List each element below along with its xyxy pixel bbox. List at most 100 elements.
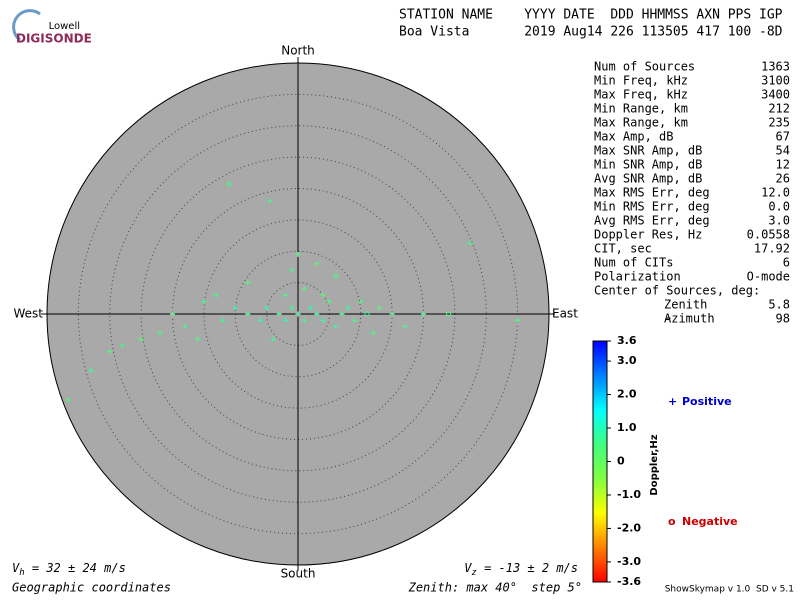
source-positive <box>421 311 426 317</box>
logo-arc <box>12 9 41 42</box>
velocity-part: V <box>464 561 472 575</box>
logo-top: Lowell <box>49 21 80 32</box>
stat-label: Max SNR Amp, dB <box>594 144 702 158</box>
colorbar-tick-label: 1.0 <box>617 421 637 434</box>
dir-south: South <box>281 567 316 581</box>
colorbar-tick-label: -3.6 <box>617 575 641 588</box>
source-positive <box>257 317 263 323</box>
stat-value: 0.0558 <box>747 228 790 242</box>
stat-value: 1363 <box>761 60 790 74</box>
velocity-part: = -13 ± 2 m/s <box>477 561 578 575</box>
velocity-vh: Vh = 32 ± 24 m/s <box>12 561 126 578</box>
stat-value: 6 <box>783 256 790 270</box>
source-positive <box>326 298 332 304</box>
stat-label: Max Freq, kHz <box>594 88 688 102</box>
colorbar-tick-label: -1.0 <box>617 488 641 501</box>
source-negative <box>333 273 339 279</box>
source-positive <box>88 367 94 373</box>
dir-west: West <box>13 307 43 321</box>
stat-value: 17.92 <box>754 242 790 256</box>
coords-label: Geographic coordinates <box>12 581 171 595</box>
source-positive <box>389 311 395 317</box>
colorbar-tick-label: 2.0 <box>617 388 637 401</box>
center-label: Azimuth <box>664 312 715 326</box>
center-title: Center of Sources, deg: <box>594 284 760 298</box>
stat-value: 0.0 <box>768 200 790 214</box>
velocity-part: = 32 ± 24 m/s <box>25 561 126 575</box>
source-positive <box>138 336 144 342</box>
source-positive <box>245 280 251 286</box>
legend-symbol: + <box>668 395 677 408</box>
colorbar <box>592 340 608 583</box>
stat-value: 3.0 <box>768 214 790 228</box>
stat-label: Min SNR Amp, dB <box>594 158 702 172</box>
source-positive <box>333 324 339 330</box>
source-positive <box>65 397 71 403</box>
colorbar-tick-label: 0 <box>617 455 625 468</box>
center-label: Zenith <box>664 298 707 312</box>
source-positive <box>270 336 276 342</box>
source-positive <box>201 298 207 304</box>
stat-label: Min RMS Err, deg <box>594 200 710 214</box>
source-positive <box>289 267 295 273</box>
version-label: ShowSkymap v 1.0 SD v 5.1 <box>665 585 794 595</box>
source-positive <box>264 305 270 311</box>
dir-east: East <box>552 307 578 321</box>
stat-label: CIT, sec <box>594 242 652 256</box>
center-value: 5.8 <box>768 298 790 312</box>
source-positive <box>213 292 219 298</box>
colorbar-label: Doppler,Hz <box>649 434 660 495</box>
source-positive <box>301 317 307 323</box>
source-positive <box>301 286 307 292</box>
stat-value: 12.0 <box>761 186 790 200</box>
azimuth-arrow: ↶ <box>665 314 671 325</box>
source-positive <box>282 317 288 323</box>
center-value: 98 <box>776 312 790 326</box>
source-positive <box>320 292 326 298</box>
stat-label: Num of CITs <box>594 256 673 270</box>
stat-label: Avg RMS Err, deg <box>594 214 710 228</box>
source-positive <box>107 349 113 355</box>
source-negative <box>364 311 370 317</box>
source-positive <box>119 342 125 348</box>
source-positive <box>276 311 282 317</box>
stat-value: 235 <box>768 116 790 130</box>
source-positive <box>157 330 163 336</box>
stat-value: 3100 <box>761 74 790 88</box>
logo-bottom: DIGISONDE <box>16 32 92 46</box>
stat-label: Max Range, km <box>594 116 688 130</box>
source-positive <box>515 317 521 323</box>
legend-label: Positive <box>682 395 732 408</box>
stat-value: 12 <box>776 158 790 172</box>
source-positive <box>267 198 273 204</box>
dir-north: North <box>281 44 315 58</box>
stat-value: 67 <box>776 130 790 144</box>
source-positive <box>308 305 314 311</box>
velocity-vz: Vz = -13 ± 2 m/s <box>464 561 578 578</box>
source-positive <box>402 324 408 330</box>
legend-label: Negative <box>682 515 738 528</box>
stat-label: Avg SNR Amp, dB <box>594 172 702 186</box>
colorbar-tick-label: 3.6 <box>617 334 637 347</box>
stat-label: Max Amp, dB <box>594 130 673 144</box>
source-positive <box>339 311 345 317</box>
source-positive <box>345 305 351 311</box>
source-positive <box>182 324 188 330</box>
stat-label: Max RMS Err, deg <box>594 186 710 200</box>
source-positive <box>314 311 320 317</box>
stat-value: O-mode <box>747 270 790 284</box>
source-positive <box>351 317 357 323</box>
stat-value: 212 <box>768 102 790 116</box>
stat-label: Polarization <box>594 270 681 284</box>
velocity-part: z <box>471 568 476 578</box>
stat-value: 54 <box>776 144 790 158</box>
source-positive <box>195 336 201 342</box>
source-positive <box>358 298 364 304</box>
stat-value: 26 <box>776 172 790 186</box>
stat-value: 3400 <box>761 88 790 102</box>
colorbar-tick-label: -2.0 <box>617 521 641 534</box>
source-positive <box>295 311 301 317</box>
